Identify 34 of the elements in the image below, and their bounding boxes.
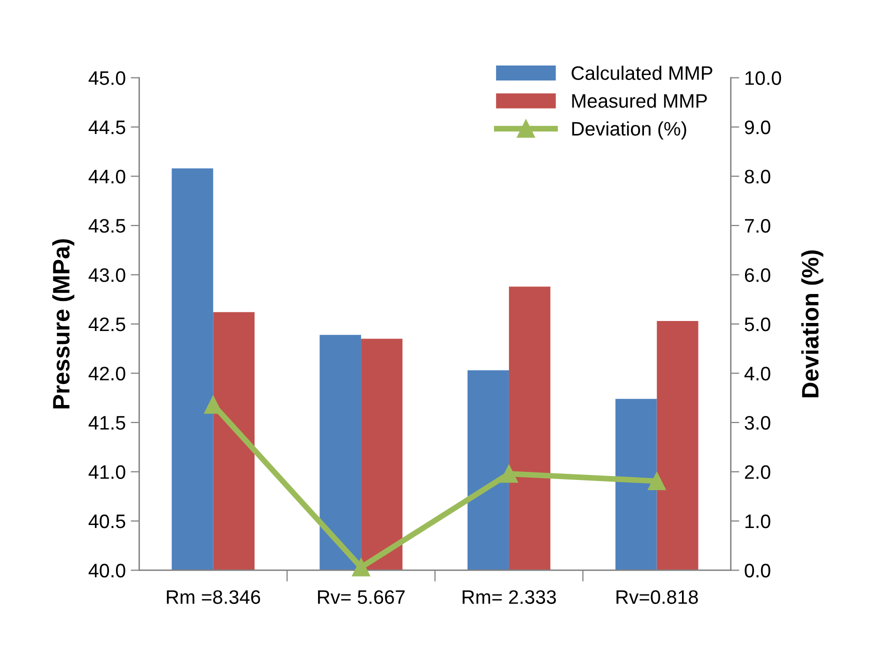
- y2-tick-label: 9.0: [744, 120, 770, 134]
- point: [500, 464, 518, 483]
- y2-tick-label: 8.0: [744, 170, 770, 184]
- y2-tick-label: 6.0: [744, 268, 770, 282]
- y2-tick-label: 2.0: [744, 465, 770, 479]
- y-tick-label: 41.0: [88, 465, 126, 479]
- y-tick-label: 40.5: [88, 514, 126, 528]
- y-axis-title: Pressure (MPa): [52, 239, 74, 408]
- x-tick-label: Rv=0.818: [616, 590, 698, 604]
- x-tick-label: Rv= 5.667: [318, 590, 405, 604]
- legend-label: Deviation (%): [572, 121, 686, 140]
- y2-tick-label: 4.0: [744, 366, 770, 380]
- y2-tick-label: 7.0: [744, 218, 770, 233]
- y2-tick-label: 1.0: [745, 514, 770, 528]
- y-tick-label: 43.0: [88, 268, 126, 282]
- legend-label: Measured MMP: [572, 94, 707, 108]
- y-tick-label: 45.0: [88, 71, 126, 85]
- y-tick-label: 43.5: [88, 218, 126, 233]
- point: [352, 558, 370, 576]
- x-tick-label: Rm =8.346: [166, 590, 260, 604]
- y-tick-label: 41.5: [88, 416, 126, 430]
- y2-tick-label: 3.0: [744, 416, 770, 430]
- y2-tick-label: 10.0: [745, 71, 782, 85]
- y2-axis-title: Deviation (%): [801, 250, 824, 398]
- y2-tick-label: 0.0: [744, 564, 770, 578]
- x-tick-label: Rm= 2.333: [462, 590, 556, 604]
- y-tick-label: 44.0: [88, 170, 126, 184]
- y2-tick-label: 5.0: [744, 317, 770, 332]
- y-tick-label: 42.0: [88, 366, 126, 380]
- legend-label: Calculated MMP: [572, 66, 712, 80]
- point: [648, 472, 666, 490]
- y-tick-label: 40.0: [88, 564, 126, 578]
- y-tick-label: 42.5: [88, 317, 126, 332]
- y-tick-label: 44.5: [88, 120, 126, 134]
